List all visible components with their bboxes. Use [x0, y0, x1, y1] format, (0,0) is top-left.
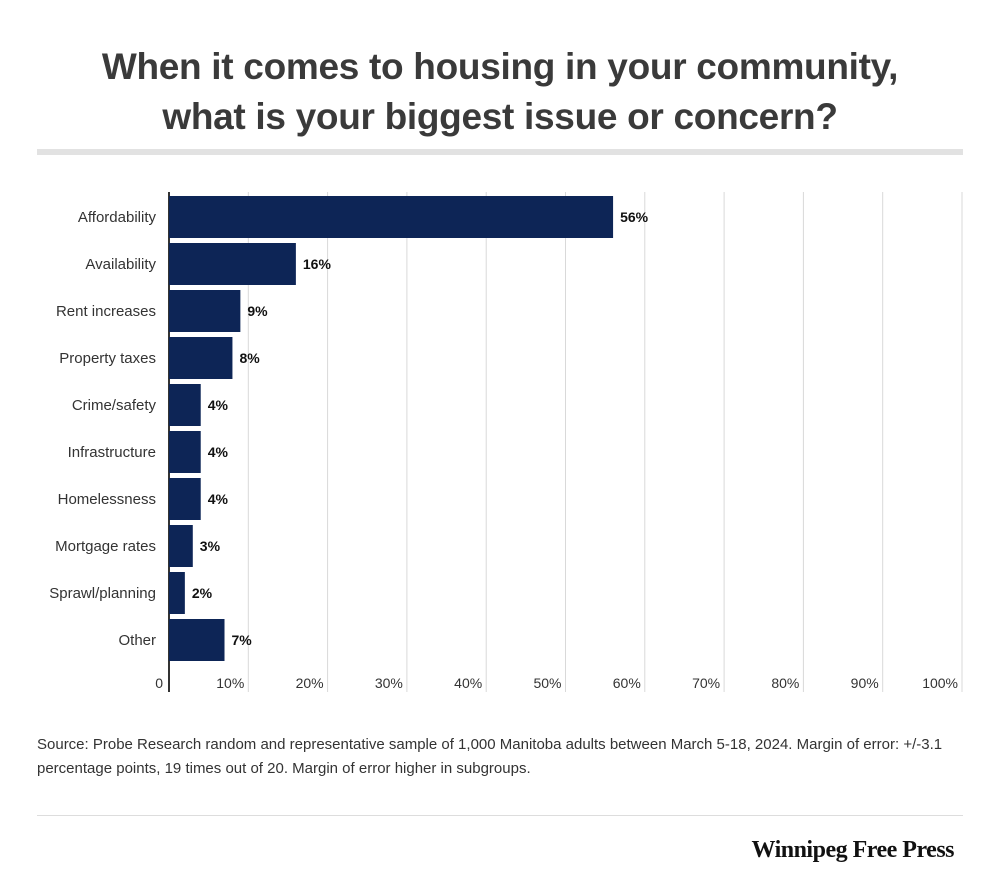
- x-tick-label-60: 60%: [613, 675, 641, 691]
- category-label: Crime/safety: [72, 397, 157, 414]
- chart-title-line-1: When it comes to housing in your communi…: [101, 46, 899, 87]
- category-label: Infrastructure: [68, 444, 156, 461]
- x-tick-label-90: 90%: [851, 675, 879, 691]
- category-label: Mortgage rates: [55, 538, 156, 555]
- x-tick-label-80: 80%: [771, 675, 799, 691]
- value-label: 4%: [208, 397, 229, 413]
- bar-mortgage-rates: [169, 525, 193, 567]
- category-label: Availability: [85, 256, 156, 273]
- x-tick-label-20: 20%: [296, 675, 324, 691]
- x-tick-label-0: 0: [155, 675, 163, 691]
- bar-chart: 0 10% 20% 30% 40% 50% 60% 70% 80% 90% 100% Affordab…: [49, 192, 963, 692]
- value-label: 7%: [232, 632, 253, 648]
- source-note: Source: Probe Research random and repres…: [37, 736, 943, 777]
- bars: [169, 196, 614, 661]
- bar-other: [169, 619, 225, 661]
- value-label: 2%: [192, 585, 213, 601]
- bar-infrastructure: [169, 431, 201, 473]
- value-label: 3%: [200, 538, 221, 554]
- bar-affordability: [169, 196, 614, 238]
- bar-availability: [169, 243, 296, 285]
- bar-sprawl-planning: [169, 572, 185, 614]
- x-tick-label-40: 40%: [454, 675, 482, 691]
- brand-logo: Winnipeg Free Press: [751, 837, 955, 863]
- labels: 0 10% 20% 30% 40% 50% 60% 70% 80% 90% 100% Affordab…: [49, 209, 958, 691]
- x-tick-label-10: 10%: [216, 675, 244, 691]
- category-label: Sprawl/planning: [49, 585, 156, 602]
- category-label: Homelessness: [58, 491, 156, 508]
- chart-title: When it comes to housing in your communi…: [0, 42, 1000, 142]
- value-label: 4%: [208, 444, 229, 460]
- value-label: 9%: [247, 303, 268, 319]
- x-tick-label-50: 50%: [533, 675, 561, 691]
- x-tick-label-70: 70%: [692, 675, 720, 691]
- title-divider: [37, 149, 963, 155]
- x-tick-label-100: 100%: [922, 675, 958, 691]
- footer-divider: [37, 815, 963, 816]
- bar-homelessness: [169, 478, 201, 520]
- value-label: 8%: [239, 350, 260, 366]
- bar-rent-increases: [169, 290, 241, 332]
- category-label: Property taxes: [59, 350, 156, 367]
- x-tick-label-30: 30%: [375, 675, 403, 691]
- value-label: 16%: [303, 256, 332, 272]
- bar-crime-safety: [169, 384, 201, 426]
- category-label: Affordability: [78, 209, 157, 226]
- chart-title-line-2: what is your biggest issue or concern?: [162, 96, 838, 137]
- category-label: Rent increases: [56, 303, 156, 320]
- category-label: Other: [118, 632, 156, 649]
- bar-property-taxes: [169, 337, 233, 379]
- value-label: 4%: [208, 491, 229, 507]
- value-label: 56%: [620, 209, 649, 225]
